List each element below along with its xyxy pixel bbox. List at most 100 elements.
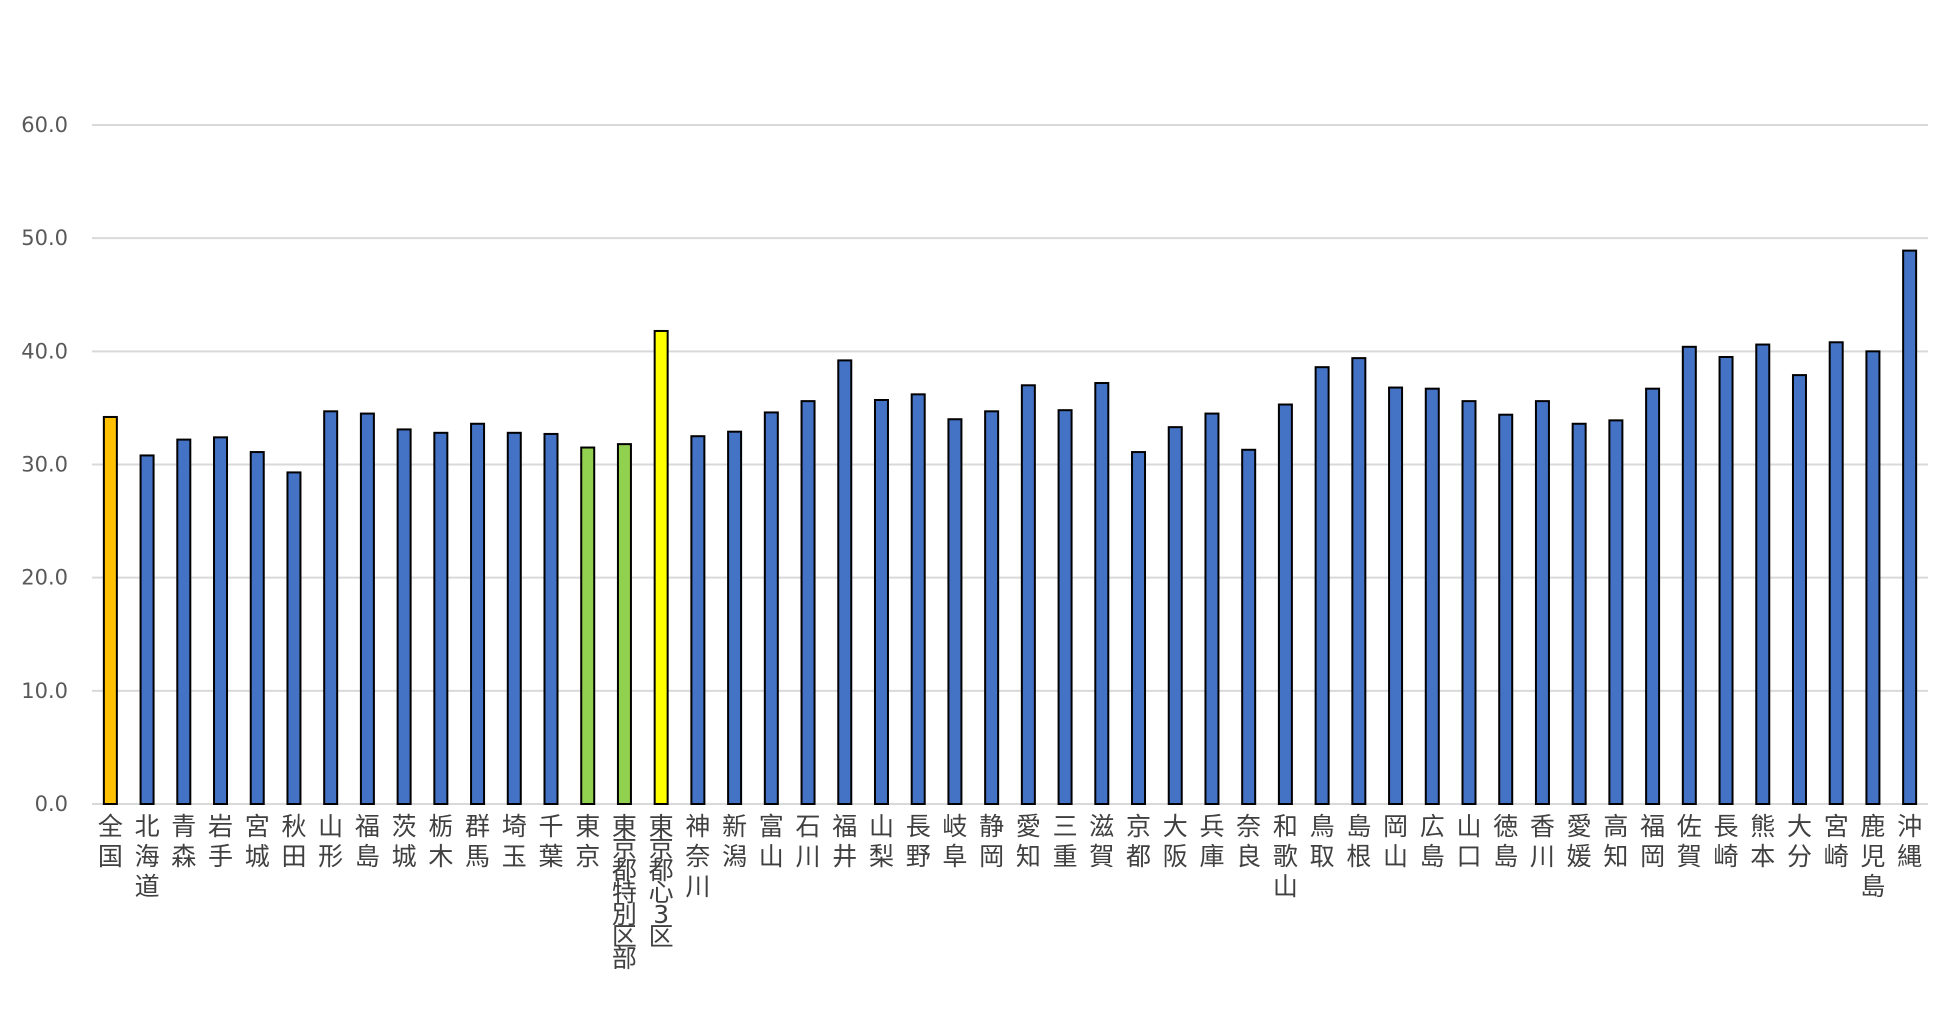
bar — [580, 446, 596, 805]
x-category-label: 福岡 — [1640, 812, 1665, 871]
bar — [213, 436, 229, 805]
x-category-label: 静岡 — [979, 812, 1004, 871]
bar — [616, 443, 632, 805]
x-category-label: 栃木 — [428, 812, 453, 871]
bar — [800, 400, 816, 805]
y-tick-label: 20.0 — [21, 566, 68, 590]
bar — [1461, 400, 1477, 805]
bars — [102, 249, 1918, 806]
bar — [1204, 412, 1220, 805]
x-category-label: 福島 — [355, 812, 380, 871]
x-category-label: 島根 — [1346, 812, 1371, 871]
x-category-label: 山梨 — [869, 812, 894, 871]
bar — [176, 438, 192, 805]
bar — [1131, 451, 1147, 805]
x-category-label: 富山 — [759, 812, 784, 871]
x-category-label: 鳥取 — [1310, 812, 1335, 871]
y-tick-label: 30.0 — [21, 453, 68, 477]
bar — [653, 329, 669, 805]
bar — [1534, 400, 1550, 805]
x-category-label: 全国 — [98, 812, 123, 871]
bar — [1718, 355, 1734, 805]
bar — [727, 430, 743, 805]
bar — [1424, 387, 1440, 805]
x-category-label: 三重 — [1053, 812, 1078, 871]
bar — [690, 435, 706, 805]
x-category-label: 新潟 — [722, 812, 747, 871]
x-category-label: 愛媛 — [1567, 812, 1592, 871]
bar — [1828, 341, 1844, 805]
bar — [910, 393, 926, 805]
x-category-label: 大阪 — [1163, 812, 1188, 871]
bar — [433, 431, 449, 805]
bar — [396, 428, 412, 805]
bar — [1094, 382, 1110, 805]
bar — [1388, 386, 1404, 805]
x-category-label: 岐阜 — [942, 812, 967, 871]
bar — [323, 410, 339, 805]
x-category-label: 熊本 — [1750, 812, 1775, 871]
bar — [1791, 374, 1807, 805]
x-category-label: 岡山 — [1383, 812, 1408, 871]
bar — [1351, 357, 1367, 805]
bar — [1167, 426, 1183, 805]
x-category-label: 高知 — [1603, 812, 1628, 871]
y-tick-label: 10.0 — [21, 679, 68, 703]
x-category-label: 和歌山 — [1273, 812, 1298, 901]
y-tick-label: 0.0 — [35, 792, 68, 816]
x-category-label: 神奈川 — [685, 812, 710, 901]
bar — [1241, 448, 1257, 805]
x-category-label: 群馬 — [465, 812, 490, 871]
x-category-label: 東京都心 3 区 — [649, 812, 674, 951]
x-category-label: 鹿児島 — [1860, 812, 1885, 901]
x-category-label: 秋田 — [281, 812, 306, 871]
bar — [1277, 403, 1293, 805]
x-category-label: 東京都特別区部 — [612, 812, 637, 973]
y-axis-ticks: 0.0 10.0 20.0 30.0 40.0 50.0 60.0 — [21, 113, 68, 816]
bar — [1755, 343, 1771, 805]
x-category-label: 茨城 — [392, 812, 417, 871]
x-category-label: 北海道 — [135, 812, 160, 901]
x-category-label: 山口 — [1456, 812, 1481, 871]
bar — [837, 359, 853, 805]
x-category-label: 香川 — [1530, 812, 1555, 871]
bar — [543, 432, 559, 805]
x-category-label: 奈良 — [1236, 812, 1261, 871]
bar — [947, 418, 963, 805]
bar — [139, 454, 155, 805]
x-category-label: 千葉 — [538, 812, 563, 871]
x-category-label: 石川 — [796, 812, 821, 871]
x-category-label: 宮崎 — [1824, 812, 1849, 871]
bar — [249, 451, 265, 805]
bar — [1314, 366, 1330, 805]
x-category-label: 大分 — [1787, 812, 1812, 871]
bar — [873, 398, 889, 805]
bar — [286, 471, 302, 805]
bar — [1645, 387, 1661, 805]
bar — [1498, 413, 1514, 805]
bar — [1571, 422, 1587, 805]
x-category-label: 青森 — [171, 812, 196, 871]
bar — [1057, 409, 1073, 805]
y-tick-label: 60.0 — [21, 113, 68, 137]
x-category-label: 徳島 — [1493, 812, 1518, 871]
x-category-label: 長野 — [906, 812, 931, 871]
x-category-label: 岩手 — [208, 812, 233, 871]
y-tick-label: 40.0 — [21, 339, 68, 363]
x-category-label: 京都 — [1126, 812, 1151, 871]
x-axis-labels: 全国北海道青森岩手宮城秋田山形福島茨城栃木群馬埼玉千葉東京東京都特別区部東京都心… — [98, 812, 1922, 973]
x-category-label: 埼玉 — [502, 812, 527, 871]
x-category-label: 長崎 — [1714, 812, 1739, 871]
x-category-label: 佐賀 — [1677, 812, 1702, 871]
bar — [763, 411, 779, 805]
bar — [102, 415, 118, 805]
bar — [1020, 384, 1036, 805]
x-category-label: 山形 — [318, 812, 343, 871]
x-category-label: 沖縄 — [1897, 812, 1922, 871]
bar — [1865, 350, 1881, 805]
x-category-label: 滋賀 — [1089, 812, 1114, 871]
bar — [984, 410, 1000, 805]
x-category-label: 東京 — [575, 812, 600, 871]
x-category-label: 広島 — [1420, 812, 1445, 871]
